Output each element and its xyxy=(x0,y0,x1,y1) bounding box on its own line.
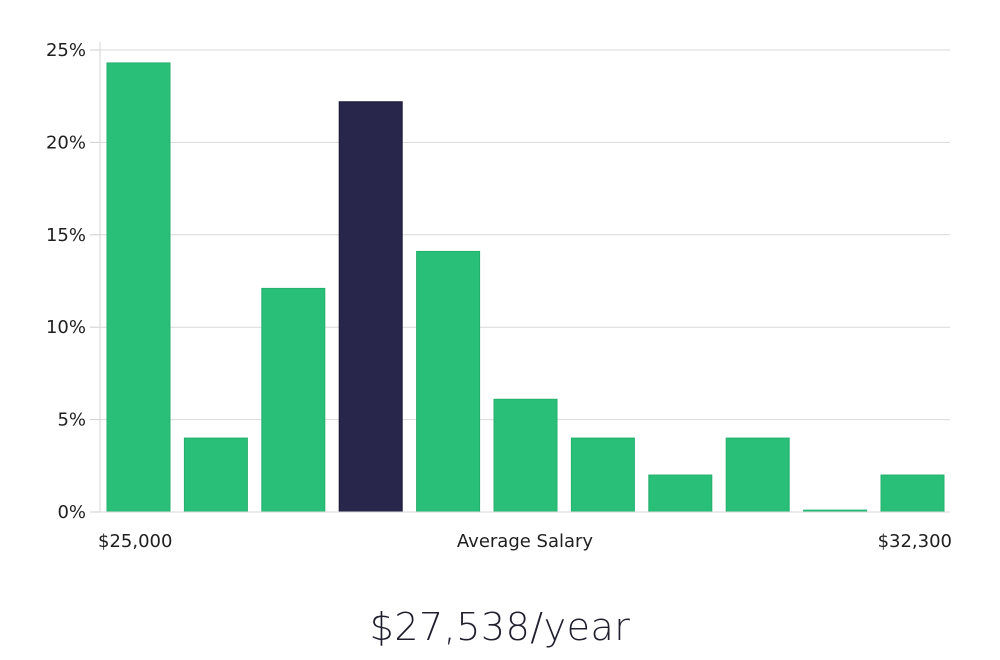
y-tick-label: 0% xyxy=(57,502,86,523)
bar xyxy=(261,287,326,513)
bar xyxy=(648,474,713,513)
bar xyxy=(106,62,171,513)
x-max-label: $32,300 xyxy=(878,531,952,552)
salary-histogram: 0% 5% 10% 15% 20% 25% $25,000 Average Salary … xyxy=(46,40,952,552)
average-salary-value: $27,538/year xyxy=(369,605,631,649)
y-tick-label: 15% xyxy=(46,225,86,246)
bar xyxy=(416,250,481,513)
x-min-label: $25,000 xyxy=(98,531,172,552)
y-tick-label: 20% xyxy=(46,132,86,153)
y-tick-label: 25% xyxy=(46,40,86,61)
bar xyxy=(493,398,558,513)
chart-svg: 0%5%10%15%20%25% $25,000 Average Salary … xyxy=(46,40,952,552)
x-axis-title: Average Salary xyxy=(457,531,594,552)
grid-layer xyxy=(100,49,950,421)
bar xyxy=(570,437,635,513)
y-tick-label: 5% xyxy=(57,410,86,431)
y-tick-label: 10% xyxy=(46,317,86,338)
axis-layer: 0% 5% 10% 15% 20% 25% xyxy=(46,40,950,523)
bar xyxy=(880,474,945,513)
bar xyxy=(725,437,790,513)
bar-layer xyxy=(106,62,945,513)
bar xyxy=(183,437,248,513)
bar-highlighted xyxy=(338,101,403,513)
